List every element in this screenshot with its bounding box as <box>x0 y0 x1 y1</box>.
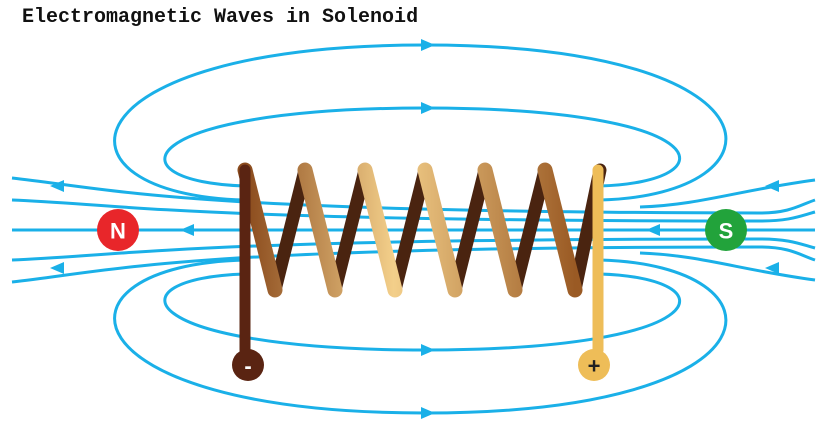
field-arrows <box>50 39 779 419</box>
north-pole <box>97 209 139 251</box>
negative-terminal <box>232 349 264 381</box>
coil <box>237 162 607 356</box>
negative-label: - <box>244 354 251 379</box>
positive-label: + <box>588 354 601 379</box>
title: Electromagnetic Waves in Solenoid <box>22 6 418 29</box>
north-label: N <box>110 219 126 244</box>
positive-terminal <box>578 349 610 381</box>
south-label: S <box>719 219 734 244</box>
south-pole <box>705 209 747 251</box>
